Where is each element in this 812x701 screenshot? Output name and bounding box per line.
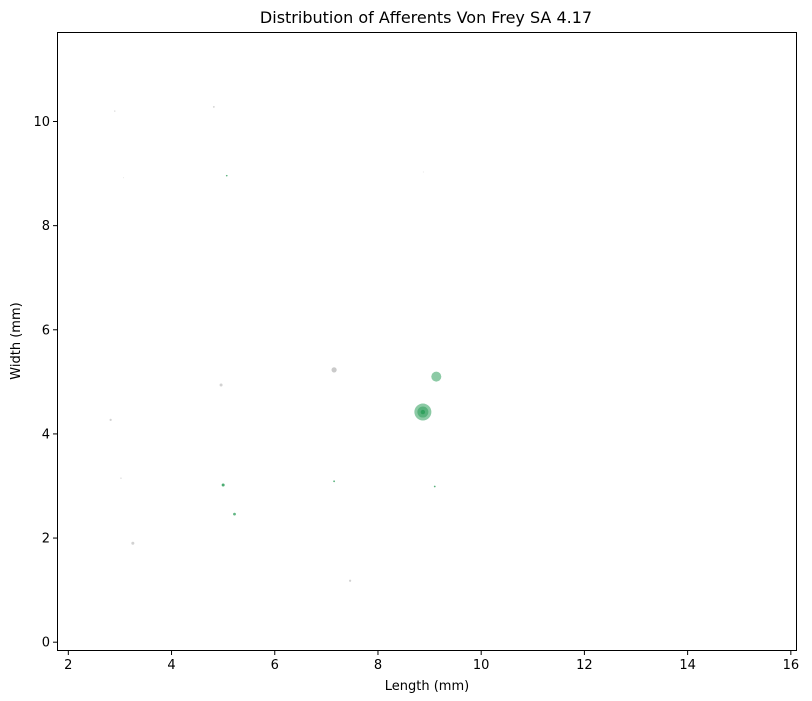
data-point [219, 383, 223, 387]
data-point [221, 483, 225, 487]
x-axis-label: Length (mm) [385, 679, 469, 694]
y-axis: 0 2 4 6 8 10 [33, 115, 58, 651]
y-tick-label: 6 [42, 323, 50, 338]
plot-frame [57, 32, 797, 651]
x-tick-label: 8 [374, 658, 382, 673]
x-tick-label: 14 [679, 658, 696, 673]
data-point [212, 106, 215, 108]
data-point [331, 367, 337, 373]
data-point [422, 171, 424, 173]
data-point [131, 541, 135, 545]
y-tick-label: 2 [42, 532, 50, 547]
chart-title: Distribution of Afferents Von Frey SA 4.… [260, 8, 592, 27]
data-point [109, 418, 112, 421]
x-tick-label: 6 [271, 658, 279, 673]
data-point [433, 485, 436, 488]
points-layer [109, 106, 442, 582]
y-axis-label: Width (mm) [9, 302, 24, 379]
data-point [123, 177, 125, 179]
data-point [233, 512, 236, 516]
x-tick-label: 10 [473, 658, 490, 673]
x-tick-label: 2 [64, 658, 72, 673]
data-point [333, 480, 336, 483]
y-tick-label: 4 [42, 427, 50, 442]
data-point [431, 371, 442, 382]
x-tick-label: 16 [783, 658, 800, 673]
data-point [120, 477, 122, 479]
data-point [114, 110, 116, 112]
x-tick-label: 12 [576, 658, 593, 673]
y-tick-label: 0 [42, 636, 50, 651]
x-axis: 2 4 6 8 10 12 14 16 [64, 650, 799, 673]
x-tick-label: 4 [167, 658, 175, 673]
y-tick-label: 8 [42, 219, 50, 234]
y-tick-label: 10 [33, 115, 50, 130]
data-point [420, 409, 426, 415]
data-point [349, 579, 352, 582]
data-point [225, 174, 228, 177]
